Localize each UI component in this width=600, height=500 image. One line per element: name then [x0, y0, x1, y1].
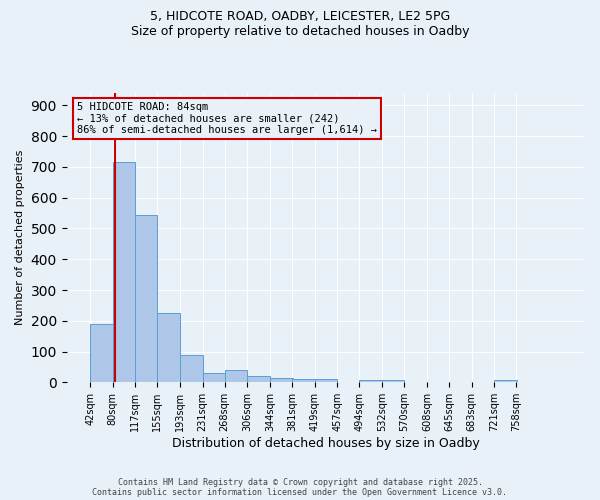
Bar — [224, 370, 247, 382]
Bar — [270, 378, 293, 382]
Bar — [113, 162, 136, 382]
Text: Contains HM Land Registry data © Crown copyright and database right 2025.
Contai: Contains HM Land Registry data © Crown c… — [92, 478, 508, 497]
Text: 5 HIDCOTE ROAD: 84sqm
← 13% of detached houses are smaller (242)
86% of semi-det: 5 HIDCOTE ROAD: 84sqm ← 13% of detached … — [77, 102, 377, 135]
Text: 5, HIDCOTE ROAD, OADBY, LEICESTER, LE2 5PG
Size of property relative to detached: 5, HIDCOTE ROAD, OADBY, LEICESTER, LE2 5… — [131, 10, 469, 38]
Bar — [157, 313, 180, 382]
Bar — [90, 324, 113, 382]
Bar — [203, 373, 225, 382]
Bar — [382, 380, 404, 382]
Bar — [359, 380, 382, 382]
Bar — [135, 214, 157, 382]
Bar — [494, 380, 517, 382]
Bar — [292, 380, 314, 382]
Bar — [180, 354, 203, 382]
Y-axis label: Number of detached properties: Number of detached properties — [15, 150, 25, 326]
X-axis label: Distribution of detached houses by size in Oadby: Distribution of detached houses by size … — [172, 437, 480, 450]
Bar — [247, 376, 270, 382]
Bar — [314, 378, 337, 382]
